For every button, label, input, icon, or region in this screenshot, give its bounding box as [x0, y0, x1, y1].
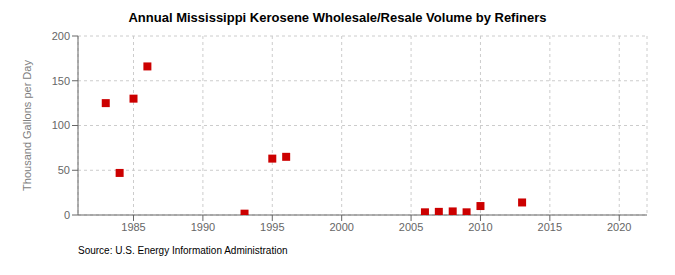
svg-text:2020: 2020: [607, 221, 631, 233]
svg-text:200: 200: [52, 30, 70, 42]
html-text:Annual Mississippi Kerosene Wh: Annual Mississippi Kerosene Wholesale/Re…: [128, 10, 547, 25]
svg-text:2015: 2015: [538, 221, 562, 233]
svg-text:0: 0: [64, 209, 70, 221]
svg-text:2000: 2000: [329, 221, 353, 233]
svg-text:50: 50: [58, 164, 70, 176]
svg-text:1985: 1985: [121, 221, 145, 233]
html-text:Source: U.S. Energy Informatio: Source: U.S. Energy Information Administ…: [78, 245, 288, 256]
svg-text:1990: 1990: [191, 221, 215, 233]
svg-text:2005: 2005: [399, 221, 423, 233]
svg-text:150: 150: [52, 75, 70, 87]
svg-text:2010: 2010: [468, 221, 492, 233]
svg-text:1995: 1995: [260, 221, 284, 233]
svg-text:100: 100: [52, 119, 70, 131]
svg-text:Thousand Gallons per Day: Thousand Gallons per Day: [21, 60, 33, 191]
